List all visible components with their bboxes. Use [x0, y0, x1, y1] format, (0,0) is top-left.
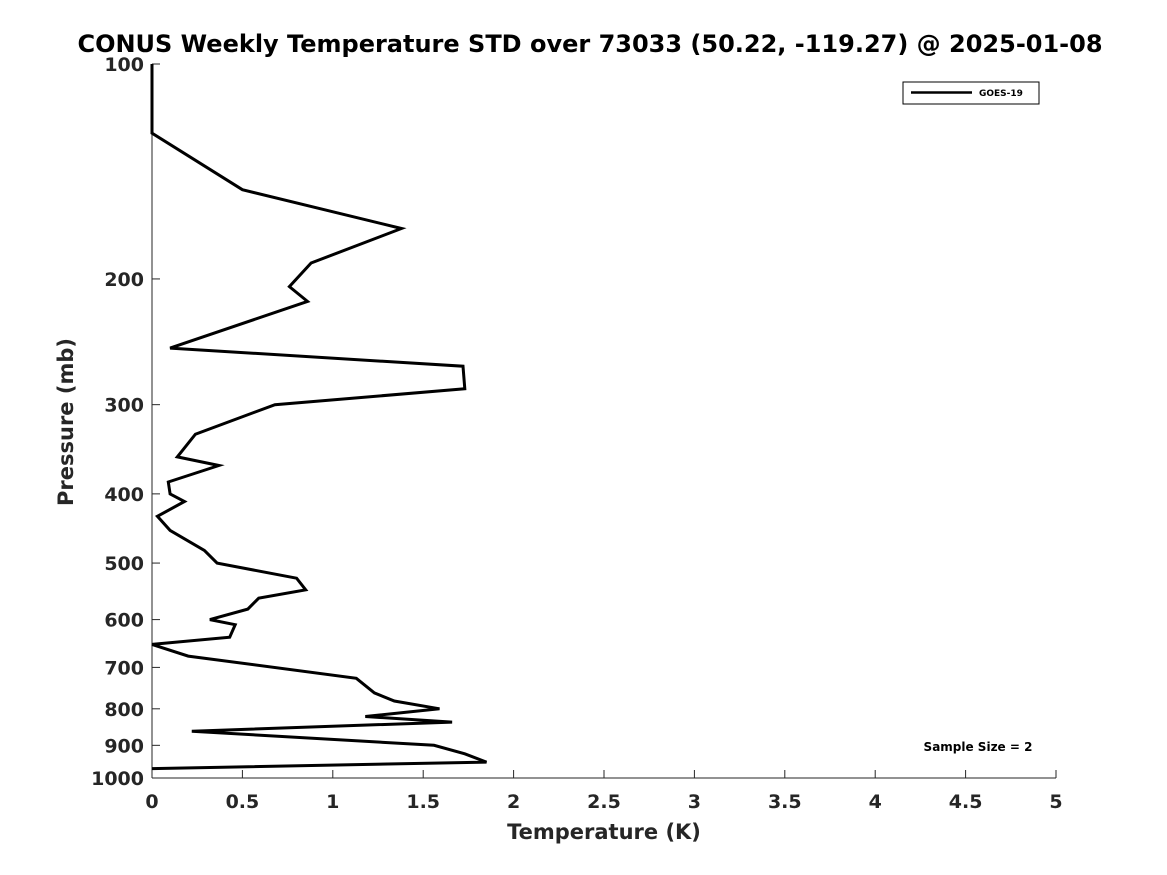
x-tick-label: 0	[145, 791, 158, 813]
x-tick-label: 3	[688, 791, 701, 813]
series-group	[150, 64, 488, 771]
x-tick-label: 4.5	[949, 791, 983, 813]
y-tick-label: 500	[104, 553, 144, 575]
y-ticks: 100 200 300 400 500 600 700 800 900 1000	[91, 54, 160, 790]
x-tick-label: 2.5	[587, 791, 621, 813]
y-tick-label: 700	[104, 657, 144, 679]
legend-label: GOES-19	[979, 89, 1023, 99]
y-tick-label: 200	[104, 269, 144, 291]
y-tick-label: 900	[104, 735, 144, 757]
x-ticks: 0 0.5 1 1.5 2 2.5 3 3.5 4 4.5 5	[145, 770, 1063, 813]
y-tick-label: 100	[104, 54, 144, 76]
series-line-goes-19	[150, 64, 488, 771]
legend: GOES-19	[902, 81, 1040, 105]
x-axis-label: Temperature (K)	[507, 820, 701, 844]
y-tick-label: 600	[104, 610, 144, 632]
x-tick-label: 5	[1049, 791, 1062, 813]
y-axis-label: Pressure (mb)	[54, 338, 78, 506]
y-tick-label: 1000	[91, 768, 144, 790]
x-tick-label: 0.5	[226, 791, 260, 813]
x-tick-label: 1.5	[406, 791, 440, 813]
sample-size-annotation: Sample Size = 2	[924, 740, 1033, 754]
y-tick-label: 800	[104, 699, 144, 721]
y-tick-label: 400	[104, 484, 144, 506]
x-tick-label: 2	[507, 791, 520, 813]
x-tick-label: 4	[869, 791, 882, 813]
chart-title: CONUS Weekly Temperature STD over 73033 …	[77, 30, 1102, 58]
y-tick-label: 300	[104, 395, 144, 417]
axes	[151, 64, 1056, 779]
x-tick-label: 1	[326, 791, 339, 813]
x-tick-label: 3.5	[768, 791, 802, 813]
